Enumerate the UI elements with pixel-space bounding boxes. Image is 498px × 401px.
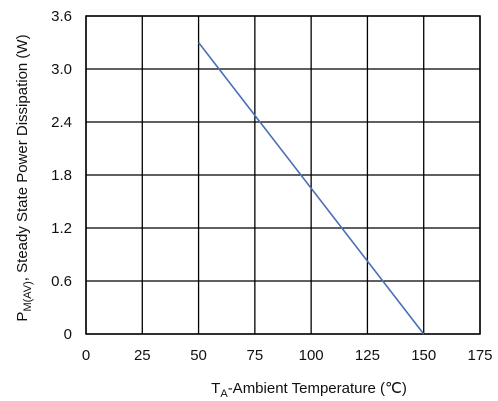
x-axis-label: TA-Ambient Temperature (℃) [211,380,407,400]
y-tick-label: 0 [64,326,72,343]
x-axis-label-subscript: A [220,388,228,400]
series-layer [197,42,425,335]
y-tick-label: 1.8 [51,167,72,184]
y-axis-label: PM(AV), Steady State Power Dissipation (… [14,34,34,321]
x-tick-label: 125 [355,347,380,364]
x-axis-label-main: T [211,380,220,397]
x-tick-label: 150 [411,347,436,364]
y-tick-label: 3.0 [51,61,72,78]
y-tick-label: 2.4 [51,114,72,131]
x-tick-label: 175 [467,347,492,364]
y-axis-label-rest: , Steady State Power Dissipation (W) [14,34,31,281]
y-tick-label: 3.6 [51,8,72,25]
x-tick-label: 100 [299,347,324,364]
y-axis-label-subscript: M(AV) [22,281,34,311]
x-tick-label: 50 [190,347,207,364]
x-tick-labels: 0 25 50 75 100 125 150 175 [82,347,493,364]
x-tick-label: 0 [82,347,90,364]
plot-frame [85,15,481,335]
y-axis-label-main: P [14,312,31,322]
x-tick-label: 75 [247,347,264,364]
x-tick-label: 25 [134,347,151,364]
y-tick-label: 1.2 [51,220,72,237]
x-axis-label-rest: -Ambient Temperature (℃) [228,380,407,397]
series-line-0 [197,42,425,335]
grid [85,15,481,335]
y-tick-labels: 0 0.6 1.2 1.8 2.4 3.0 3.6 [51,8,72,343]
y-tick-label: 0.6 [51,273,72,290]
